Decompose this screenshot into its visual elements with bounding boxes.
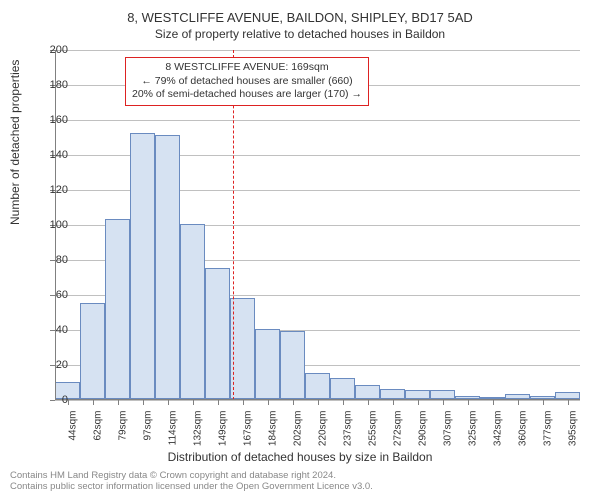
xtick-mark (293, 400, 294, 405)
x-axis-line (55, 399, 580, 400)
ytick-label: 180 (28, 79, 68, 91)
xtick-mark (168, 400, 169, 405)
xtick-mark (268, 400, 269, 405)
xtick-mark (518, 400, 519, 405)
xtick-mark (368, 400, 369, 405)
xtick-mark (118, 400, 119, 405)
xtick-mark (143, 400, 144, 405)
annotation-line: ← 79% of detached houses are smaller (66… (132, 75, 362, 89)
xtick-mark (493, 400, 494, 405)
xtick-mark (393, 400, 394, 405)
ytick-label: 140 (28, 149, 68, 161)
ytick-label: 80 (28, 254, 68, 266)
ytick-label: 120 (28, 184, 68, 196)
histogram-bar (205, 268, 230, 399)
grid-line (55, 120, 580, 121)
xtick-mark (468, 400, 469, 405)
chart-title: 8, WESTCLIFFE AVENUE, BAILDON, SHIPLEY, … (0, 0, 600, 25)
histogram-bar (230, 298, 255, 400)
y-axis-label: Number of detached properties (8, 60, 22, 225)
xtick-mark (193, 400, 194, 405)
ytick-label: 100 (28, 219, 68, 231)
xtick-mark (243, 400, 244, 405)
xtick-mark (568, 400, 569, 405)
xtick-mark (93, 400, 94, 405)
histogram-bar (255, 329, 280, 399)
histogram-bar (280, 331, 305, 399)
chart-plot-area: 44sqm62sqm79sqm97sqm114sqm132sqm149sqm16… (55, 50, 580, 400)
histogram-bar (430, 390, 455, 399)
x-axis-label: Distribution of detached houses by size … (0, 450, 600, 464)
footer-line2: Contains public sector information licen… (10, 481, 373, 492)
ytick-label: 200 (28, 44, 68, 56)
grid-line (55, 50, 580, 51)
footer-line1: Contains HM Land Registry data © Crown c… (10, 470, 373, 481)
footer-attribution: Contains HM Land Registry data © Crown c… (10, 470, 373, 493)
xtick-mark (418, 400, 419, 405)
ytick-label: 40 (28, 324, 68, 336)
histogram-bar (405, 390, 430, 399)
annotation-box: 8 WESTCLIFFE AVENUE: 169sqm← 79% of deta… (125, 57, 369, 106)
histogram-bar (555, 392, 580, 399)
histogram-bar (130, 133, 155, 399)
ytick-label: 20 (28, 359, 68, 371)
ytick-label: 160 (28, 114, 68, 126)
histogram-bar (105, 219, 130, 399)
xtick-mark (343, 400, 344, 405)
xtick-mark (443, 400, 444, 405)
histogram-bar (80, 303, 105, 399)
histogram-bar (355, 385, 380, 399)
histogram-bar (180, 224, 205, 399)
xtick-mark (218, 400, 219, 405)
histogram-bar (330, 378, 355, 399)
ytick-label: 60 (28, 289, 68, 301)
histogram-bar (380, 389, 405, 400)
xtick-mark (543, 400, 544, 405)
histogram-bar (305, 373, 330, 399)
chart-subtitle: Size of property relative to detached ho… (0, 25, 600, 41)
xtick-mark (318, 400, 319, 405)
annotation-line: 20% of semi-detached houses are larger (… (132, 88, 362, 102)
histogram-bar (155, 135, 180, 399)
annotation-line: 8 WESTCLIFFE AVENUE: 169sqm (132, 61, 362, 75)
ytick-label: 0 (28, 394, 68, 406)
